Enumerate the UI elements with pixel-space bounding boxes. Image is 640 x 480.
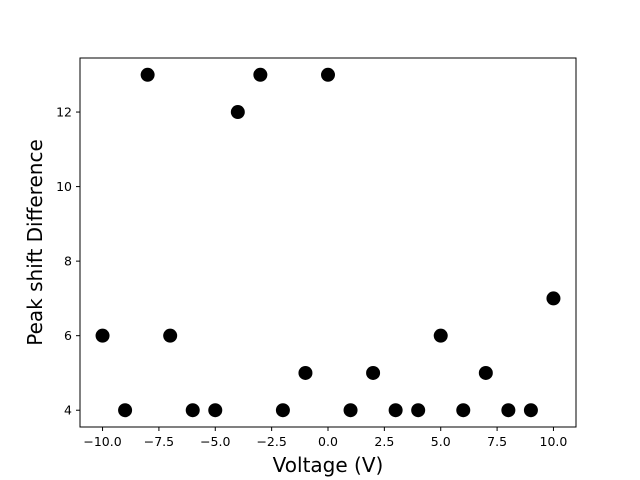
- y-tick-label: 12: [56, 105, 72, 120]
- data-point: [388, 403, 403, 418]
- y-axis-ticks: 4 6 8 10 12: [56, 105, 80, 418]
- x-tick-label: −5.0: [200, 434, 230, 449]
- y-tick-label: 4: [64, 403, 72, 418]
- data-point: [478, 365, 493, 380]
- x-tick-label: −7.5: [144, 434, 174, 449]
- data-point: [163, 328, 178, 343]
- x-tick-label: 7.5: [487, 434, 507, 449]
- data-point: [230, 105, 245, 120]
- data-point: [118, 403, 133, 418]
- data-point: [275, 403, 290, 418]
- data-point: [208, 403, 223, 418]
- data-point: [321, 67, 335, 82]
- y-tick-label: 10: [56, 179, 72, 194]
- data-point: [95, 328, 110, 343]
- x-tick-label: −10.0: [83, 434, 121, 449]
- x-tick-label: −2.5: [256, 434, 286, 449]
- y-tick-label: 8: [64, 254, 72, 269]
- data-point: [411, 403, 426, 418]
- data-point: [343, 403, 358, 418]
- data-point: [298, 365, 313, 380]
- data-point: [433, 328, 448, 343]
- data-point: [501, 403, 516, 418]
- data-point: [523, 403, 538, 418]
- x-tick-label: 5.0: [431, 434, 451, 449]
- x-axis-label: Voltage (V): [273, 453, 384, 477]
- y-tick-label: 6: [64, 328, 72, 343]
- plot-frame: [79, 57, 577, 428]
- x-tick-label: 2.5: [374, 434, 394, 449]
- x-tick-label: 0.0: [318, 434, 338, 449]
- x-axis-ticks: −10.0 −7.5 −5.0 −2.5 0.0 2.5 5.0 7.5 10.0: [83, 427, 567, 449]
- y-axis-label: Peak shift Difference: [23, 139, 47, 346]
- data-point: [185, 403, 200, 418]
- data-point: [366, 365, 381, 380]
- data-points: [95, 67, 561, 418]
- data-point: [456, 403, 471, 418]
- x-tick-label: 10.0: [540, 434, 568, 449]
- data-point: [253, 67, 268, 82]
- data-point: [140, 67, 155, 82]
- data-point: [546, 291, 561, 306]
